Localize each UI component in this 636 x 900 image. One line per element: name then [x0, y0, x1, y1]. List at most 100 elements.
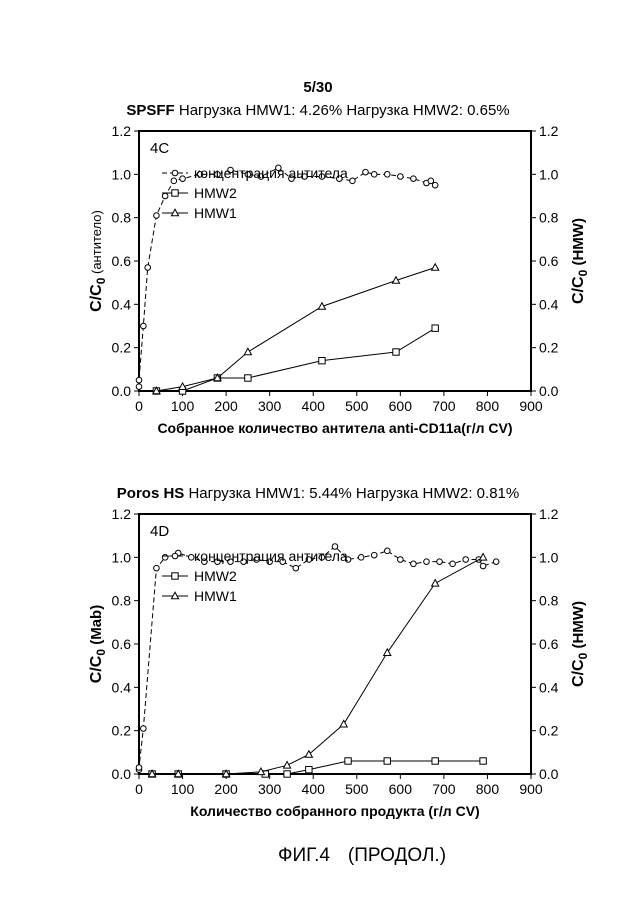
panel-label: 4C: [150, 140, 169, 157]
x-tick-label: 200: [214, 398, 238, 414]
series-triangle: [153, 264, 439, 394]
data-point: [432, 264, 439, 271]
chart-4c: SPSFF Нагрузка HMW1: 4.26% Нагрузка HMW2…: [0, 95, 636, 465]
y-tick-label-right: 0.4: [539, 679, 559, 695]
y-tick-label-left: 0.2: [112, 723, 132, 739]
y-tick-label-right: 1.2: [539, 123, 559, 139]
data-point: [384, 758, 390, 764]
y-tick-label-left: 0.0: [112, 766, 132, 782]
legend-label: HMW2: [194, 568, 237, 584]
legend-marker: [172, 553, 178, 559]
data-point: [371, 552, 377, 558]
y-tick-label-left: 0.8: [112, 210, 132, 226]
legend-item: HMW1: [162, 588, 237, 604]
legend-item: HMW2: [162, 185, 237, 201]
x-tick-label: 200: [214, 781, 238, 797]
data-point: [432, 758, 438, 764]
data-point: [450, 561, 456, 567]
x-tick-label: 300: [258, 781, 282, 797]
data-point: [493, 559, 499, 565]
x-tick-label: 900: [519, 398, 543, 414]
y-tick-label-right: 1.0: [539, 549, 559, 565]
data-point: [463, 557, 469, 563]
y-tick-label-right: 0.8: [539, 593, 559, 609]
x-tick-label: 0: [135, 398, 143, 414]
figure-number: ФИГ.4: [278, 845, 330, 867]
series-line: [156, 268, 435, 392]
data-point: [393, 349, 399, 355]
x-tick-label: 0: [135, 781, 143, 797]
data-point: [244, 348, 251, 355]
x-tick-label: 300: [258, 398, 282, 414]
y-tick-label-left: 1.0: [112, 549, 132, 565]
data-point: [411, 561, 417, 567]
series-line: [156, 328, 435, 391]
data-point: [398, 174, 404, 180]
x-tick-label: 100: [171, 781, 195, 797]
data-point: [371, 172, 377, 178]
data-point: [180, 176, 186, 182]
y-tick-label-right: 0.0: [539, 766, 559, 782]
page-label: 5/30: [0, 79, 636, 96]
y-axis-label-left: C/C0 (Mab): [88, 605, 108, 683]
y-tick-label-left: 0.6: [112, 636, 132, 652]
data-point: [319, 357, 325, 363]
legend-label: концентрация антитела: [194, 165, 348, 181]
legend-item: HMW1: [162, 205, 237, 221]
y-axis-label-left-main: C/C: [88, 655, 105, 683]
legend-item: концентрация антитела: [162, 165, 348, 181]
x-tick-label: 600: [389, 398, 413, 414]
data-point: [284, 771, 290, 777]
data-point: [411, 176, 417, 182]
y-tick-label-left: 1.2: [112, 123, 132, 139]
y-axis-label-left-main: C/C: [88, 284, 105, 312]
y-tick-label-left: 0.4: [112, 679, 132, 695]
data-point: [136, 377, 142, 383]
y-axis-label-left: C/C0 (антитело): [88, 210, 108, 312]
data-point: [293, 565, 299, 571]
chart-title: SPSFF Нагрузка HMW1: 4.26% Нагрузка HMW2…: [126, 102, 509, 119]
x-tick-label: 700: [432, 398, 456, 414]
series-circle: [136, 165, 438, 389]
x-tick-label: 800: [476, 398, 500, 414]
data-point: [141, 323, 147, 329]
chart-title: Poros HS Нагрузка HMW1: 5.44% Нагрузка H…: [117, 485, 519, 502]
x-tick-label: 600: [389, 781, 413, 797]
y-tick-label-left: 0.6: [112, 253, 132, 269]
x-tick-label: 700: [432, 781, 456, 797]
y-axis-label-right: C/C0 (HMW): [570, 218, 590, 304]
chart-title-bold: SPSFF: [126, 102, 174, 119]
data-point: [283, 762, 290, 769]
data-point: [136, 765, 142, 771]
figure-caption: ФИГ.4 (ПРОДОЛ.): [278, 845, 446, 867]
y-axis-label-left-extra: (антитело): [89, 210, 104, 277]
y-tick-label-right: 0.4: [539, 296, 559, 312]
y-tick-label-right: 0.0: [539, 383, 559, 399]
y-tick-label-left: 0.0: [112, 383, 132, 399]
y-tick-label-right: 0.6: [539, 636, 559, 652]
data-point: [350, 178, 356, 184]
data-point: [424, 559, 430, 565]
chart-title-text: Нагрузка HMW1: 4.26% Нагрузка HMW2: 0.65…: [175, 102, 510, 119]
data-point: [154, 565, 160, 571]
data-point: [358, 555, 364, 561]
y-tick-label-left: 1.2: [112, 506, 132, 522]
y-axis-label-right: C/C0 (HMW): [570, 601, 590, 687]
data-point: [363, 169, 369, 175]
chart-title-text: Нагрузка HMW1: 5.44% Нагрузка HMW2: 0.81…: [184, 485, 519, 502]
legend-label: HMW1: [194, 588, 237, 604]
continued-label: (ПРОДОЛ.): [348, 845, 446, 867]
chart-title-bold: Poros HS: [117, 485, 185, 502]
data-point: [432, 325, 438, 331]
y-tick-label-right: 0.6: [539, 253, 559, 269]
data-point: [154, 213, 160, 219]
data-point: [145, 265, 151, 271]
data-point: [345, 758, 351, 764]
y-axis-label-left-extra: (Mab): [88, 605, 105, 649]
data-point: [162, 193, 168, 199]
y-tick-label-left: 0.2: [112, 340, 132, 356]
series-line: [139, 168, 435, 387]
legend-marker: [172, 170, 178, 176]
y-axis-label-right-main: C/C: [570, 276, 587, 304]
y-tick-label-right: 1.2: [539, 506, 559, 522]
